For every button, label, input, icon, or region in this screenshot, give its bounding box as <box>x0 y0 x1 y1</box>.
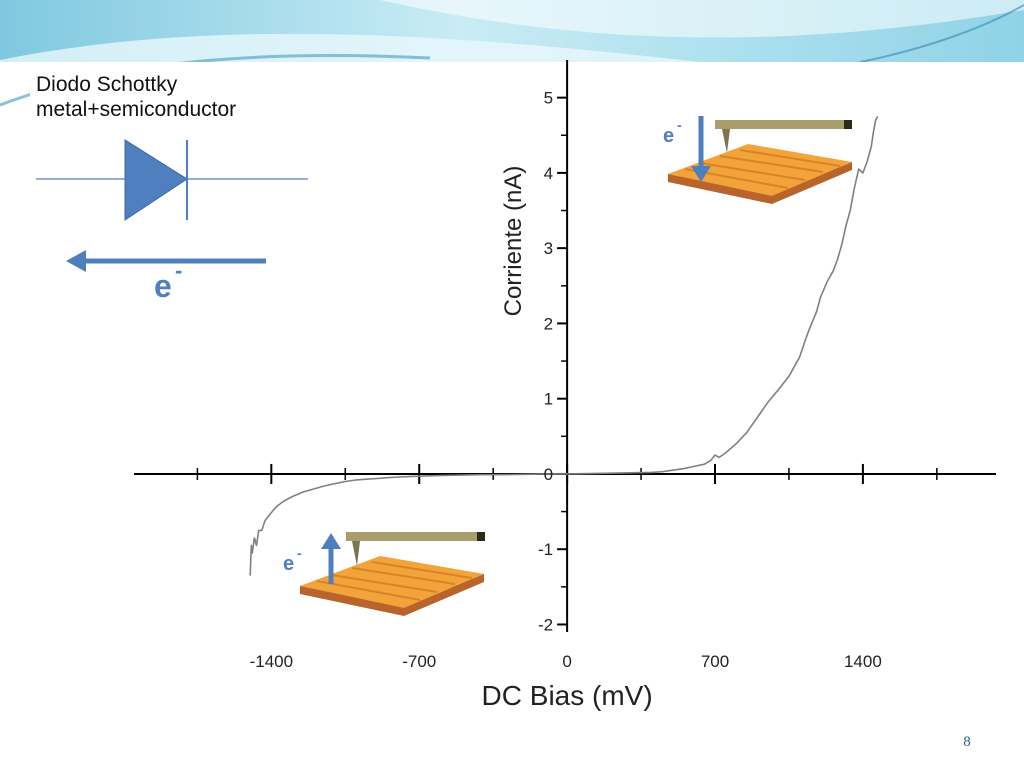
diode-triangle-symbol <box>124 139 188 221</box>
electron-down-arrowhead-icon <box>691 166 711 182</box>
sample-surface <box>668 144 852 196</box>
electron-superscript: - <box>175 258 182 283</box>
x-tick-label: 0 <box>562 652 571 671</box>
sample-surface-ridges <box>316 561 473 601</box>
y-tick-label: -2 <box>538 615 553 634</box>
y-tick-label: 5 <box>544 89 553 108</box>
y-tick-label: 2 <box>544 314 553 333</box>
cantilever-end <box>477 532 485 541</box>
sample-edge <box>668 162 852 204</box>
y-tick-label: 1 <box>544 390 553 409</box>
y-tick-label: 0 <box>544 465 553 484</box>
electron-flow-arrowhead-icon <box>66 250 86 272</box>
diode-title-line2: metal+semiconductor <box>36 98 237 121</box>
cantilever <box>346 532 485 541</box>
chart-labels: -1400 -700 0 700 1400 -2 -1 0 1 2 3 4 5 DC Bias (mV) C… <box>250 89 882 711</box>
cantilever-end <box>844 120 852 129</box>
sample-surface-ridges <box>684 149 841 189</box>
y-axis-title: Corriente (nA) <box>500 166 527 317</box>
electron-label: e <box>154 268 172 304</box>
sample-surface <box>300 556 484 608</box>
header-swoosh <box>380 0 1024 38</box>
inset-top-electron-label: e <box>663 125 674 147</box>
header-wave-highlight <box>0 33 700 62</box>
y-tick-label: 4 <box>544 164 553 183</box>
inset-bottom-electron-label: e <box>283 553 294 575</box>
diode-title-line1: Diodo Schottky <box>36 73 178 96</box>
cantilever <box>715 120 852 129</box>
stm-tip-icon <box>722 129 730 153</box>
x-tick-label: 1400 <box>844 652 882 671</box>
header-swoosh-line-right <box>859 4 1024 63</box>
diode-title: Diodo Schottky metal+semiconductor <box>36 72 296 122</box>
x-tick-label: -700 <box>402 652 436 671</box>
sample-edge <box>300 574 484 616</box>
x-tick-label: -1400 <box>250 652 293 671</box>
x-tick-label: 700 <box>701 652 729 671</box>
chart-series <box>249 116 879 576</box>
inset-top-electron-superscript: - <box>677 117 682 133</box>
inset-bottom-electron-superscript: - <box>297 545 302 561</box>
stm-tip-inset-top-right: e - <box>663 116 852 204</box>
stm-tip-inset-bottom-left: e - <box>283 532 485 616</box>
iv-curve-line <box>249 116 879 576</box>
y-tick-label: 3 <box>544 239 553 258</box>
y-tick-label: -1 <box>538 540 553 559</box>
schottky-diode-diagram: e - <box>36 139 308 304</box>
page-number: 8 <box>963 734 971 750</box>
stm-tip-icon <box>352 541 360 566</box>
x-axis-title: DC Bias (mV) <box>482 680 653 711</box>
electron-up-arrowhead-icon <box>321 533 341 549</box>
chart-axes <box>134 60 996 632</box>
